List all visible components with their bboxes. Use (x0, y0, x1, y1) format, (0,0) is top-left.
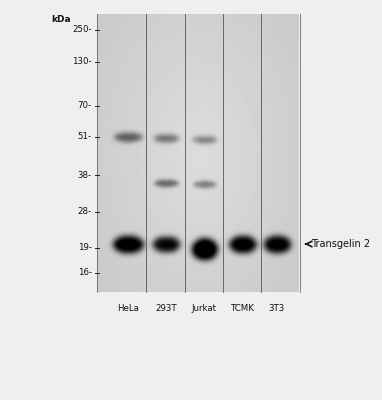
Text: 293T: 293T (155, 304, 177, 313)
Text: 16-: 16- (78, 268, 92, 277)
Text: 250-: 250- (72, 26, 92, 34)
Text: 19-: 19- (78, 244, 92, 252)
Text: kDa: kDa (51, 16, 71, 24)
Text: 28-: 28- (78, 208, 92, 216)
Text: 130-: 130- (72, 58, 92, 66)
Text: 3T3: 3T3 (269, 304, 285, 313)
Text: 38-: 38- (78, 171, 92, 180)
Text: 70-: 70- (78, 102, 92, 110)
Text: Jurkat: Jurkat (192, 304, 217, 313)
Text: Transgelin 2: Transgelin 2 (311, 239, 371, 249)
Text: TCMK: TCMK (231, 304, 254, 313)
Text: HeLa: HeLa (117, 304, 139, 313)
Text: 51-: 51- (78, 132, 92, 141)
